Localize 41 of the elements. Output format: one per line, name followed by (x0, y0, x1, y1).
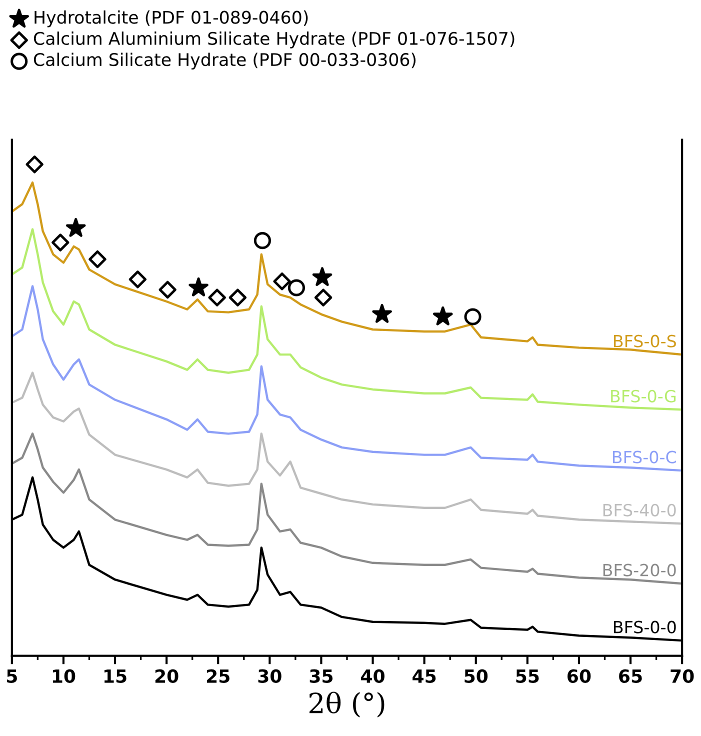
point (228, 288, 247, 306)
x-tick-label: 10 (52, 669, 76, 683)
x-tick-label: 70 (670, 669, 694, 683)
point (88, 250, 106, 268)
x-tick-label: 15 (104, 670, 126, 683)
point (312, 267, 332, 286)
x-axis-title: 2θ (°) (309, 692, 384, 718)
point (314, 288, 332, 306)
series-label: BFS-0-G (611, 390, 676, 402)
series-label: BFS-20-0 (603, 564, 676, 576)
series-label: BFS-40-0 (603, 504, 676, 516)
x-tick-label: 55 (516, 670, 539, 683)
point (26, 156, 44, 174)
point (433, 306, 453, 326)
legend-label: Calcium Silicate Hydrate (PDF 00-033-0306) (34, 52, 416, 70)
point (372, 304, 392, 323)
x-tick-label: 30 (258, 669, 282, 683)
series-label: BFS-0-C (612, 450, 676, 464)
point (288, 279, 306, 296)
point (208, 288, 226, 306)
point (273, 272, 291, 290)
point (52, 234, 70, 252)
x-tick-label: 25 (206, 669, 230, 683)
x-tick-label: 65 (619, 669, 642, 683)
x-tick-label: 50 (464, 669, 488, 683)
legend-label: Hydrotalcite (PDF 01-089-0460) (34, 10, 308, 28)
point (66, 218, 86, 237)
x-tick-label: 35 (310, 669, 333, 683)
point (188, 277, 208, 296)
point (464, 308, 482, 326)
x-tick-label: 40 (361, 669, 384, 683)
point (158, 280, 176, 299)
series-label: BFS-0-S (614, 334, 676, 348)
point (128, 270, 147, 288)
x-tick-label: 45 (412, 670, 436, 683)
point (254, 232, 271, 250)
legend-label: Calcium Aluminium Silicate Hydrate (PDF 01-076-1507) (34, 32, 514, 48)
x-tick-label: 5 (7, 670, 17, 683)
x-tick-label: 60 (568, 669, 591, 683)
series-label: BFS-0-0 (614, 620, 676, 634)
x-tick-label: 20 (155, 669, 178, 683)
